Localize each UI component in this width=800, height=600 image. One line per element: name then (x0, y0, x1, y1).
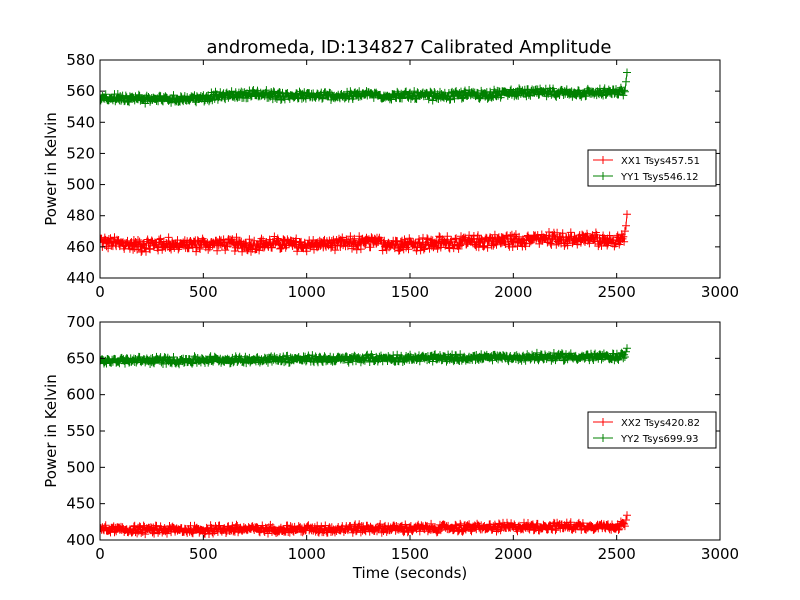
x-tick-label: 1500 (391, 283, 429, 301)
legend-item: YY1 Tsys546.12 (593, 172, 699, 183)
legend-label: YY1 Tsys546.12 (620, 172, 699, 183)
x-tick-label: 1500 (391, 545, 429, 563)
y-tick-label: 650 (66, 349, 95, 367)
x-tick-label: 0 (95, 545, 105, 563)
series-1-markers (100, 511, 631, 539)
x-tick-label: 3000 (701, 545, 739, 563)
bottom-panel: 0 500 1000 1500 2000 2500 3000 400 450 500 550 600 6… (42, 313, 739, 582)
legend-item: YY2 Tsys699.93 (593, 434, 699, 445)
legend-marker (599, 172, 607, 180)
legend-label: XX1 Tsys457.51 (621, 156, 700, 167)
y-tick-label: 460 (66, 238, 95, 256)
series-2-markers (100, 68, 631, 108)
y-tick-label: 480 (66, 207, 95, 225)
legend-marker (599, 418, 607, 426)
y-tick-label: 450 (66, 495, 95, 513)
y-tick-label: 540 (66, 113, 95, 131)
figure-title: andromeda, ID:134827 Calibrated Amplitud… (206, 37, 611, 58)
series-1-trace (100, 511, 631, 539)
x-tick-label: 1000 (288, 283, 326, 301)
y-tick-label: 500 (66, 176, 95, 194)
y-tick-label: 440 (66, 269, 95, 287)
y-tick-label: 500 (66, 458, 95, 476)
x-tick-label: 2500 (598, 545, 636, 563)
y-tick-label: 580 (66, 51, 95, 69)
legend-box (587, 149, 717, 187)
bottom-plot-area (100, 344, 631, 539)
x-tick-label: 500 (189, 283, 218, 301)
legend-label: XX2 Tsys420.82 (621, 418, 700, 429)
x-tick-label: 2500 (598, 283, 636, 301)
series-1-trace (100, 210, 631, 256)
legend-marker (599, 156, 607, 164)
bottom-ylabel: Power in Kelvin (42, 374, 60, 488)
legend-marker (599, 434, 607, 442)
series-2-markers (100, 344, 631, 369)
series-1-markers (100, 210, 631, 256)
bottom-xlabel: Time (seconds) (352, 564, 468, 582)
y-tick-label: 700 (66, 313, 95, 331)
x-tick-label: 2000 (494, 545, 532, 563)
y-tick-label: 520 (66, 144, 95, 162)
legend-item: XX1 Tsys457.51 (593, 156, 700, 167)
x-tick-label: 1000 (288, 545, 326, 563)
x-tick-label: 0 (95, 283, 105, 301)
top-ylabel: Power in Kelvin (42, 112, 60, 226)
x-tick-label: 500 (189, 545, 218, 563)
legend-box (587, 411, 717, 449)
top-legend: XX1 Tsys457.51 YY1 Tsys546.12 (587, 149, 717, 187)
series-2-trace (100, 344, 631, 369)
x-tick-label: 3000 (701, 283, 739, 301)
top-ticks: 0 500 1000 1500 2000 2500 3000 440 460 480 500 520 5… (66, 51, 739, 301)
x-tick-label: 2000 (494, 283, 532, 301)
y-tick-label: 560 (66, 82, 95, 100)
legend-item: XX2 Tsys420.82 (593, 418, 700, 429)
top-plot-area (100, 68, 631, 256)
bottom-legend: XX2 Tsys420.82 YY2 Tsys699.93 (587, 411, 717, 449)
legend-label: YY2 Tsys699.93 (620, 434, 699, 445)
series-2-trace (100, 68, 631, 108)
y-tick-label: 600 (66, 386, 95, 404)
y-tick-label: 550 (66, 422, 95, 440)
bottom-ticks: 0 500 1000 1500 2000 2500 3000 400 450 500 550 600 6… (66, 313, 739, 563)
y-tick-label: 400 (66, 531, 95, 549)
top-panel: 0 500 1000 1500 2000 2500 3000 440 460 480 500 520 5… (42, 51, 739, 301)
